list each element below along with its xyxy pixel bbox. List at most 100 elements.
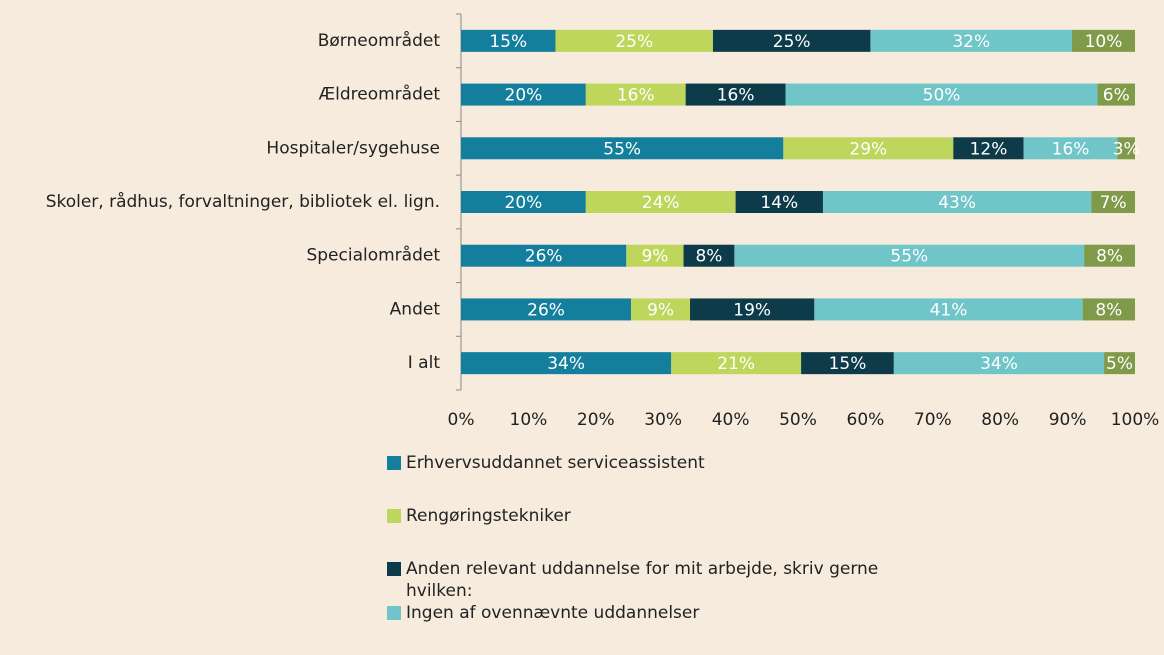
bar-segment	[461, 352, 672, 375]
bar-segment	[1072, 29, 1135, 52]
data-label: 19%	[733, 300, 771, 320]
bar-segment	[1082, 298, 1135, 321]
y-tick-label: I alt	[408, 353, 441, 373]
legend-label: Anden relevant uddannelse for mit arbejd…	[406, 559, 879, 601]
bar-segment	[783, 137, 954, 160]
data-label: 43%	[938, 193, 976, 213]
legend-swatch	[387, 606, 401, 620]
data-label: 9%	[641, 247, 668, 267]
bar-segment	[585, 83, 686, 106]
legend: Erhvervsuddannet serviceassistent Rengøri…	[387, 452, 927, 655]
data-label: 15%	[829, 354, 867, 374]
data-label: 24%	[642, 193, 680, 213]
data-label: 21%	[717, 354, 755, 374]
bar-segment	[461, 29, 556, 52]
bar-segment	[461, 298, 632, 321]
data-label: 34%	[547, 354, 585, 374]
data-label: 10%	[1085, 32, 1123, 52]
bar-segment	[1091, 191, 1135, 213]
data-label: 8%	[1095, 300, 1122, 320]
x-tick-label: 80%	[981, 410, 1019, 430]
bar-segment	[461, 137, 784, 160]
bar-segment	[555, 29, 713, 52]
bar-segment	[1104, 352, 1135, 375]
page: 0% 10% 20% 30% 40% 50% 60% 70% 80% 90% 100% Børneom…	[45, 13, 1160, 623]
legend-label: Rengøringstekniker	[406, 506, 571, 526]
bar-segment	[1023, 137, 1118, 160]
y-tick-label: Skoler, rådhus, forvaltninger, bibliotek…	[46, 191, 440, 212]
data-label: 25%	[615, 32, 653, 52]
data-label: 9%	[647, 300, 674, 320]
x-tick-label: 10%	[510, 410, 548, 430]
data-label: 20%	[505, 193, 543, 213]
data-label: 14%	[760, 193, 798, 213]
data-label: 26%	[527, 300, 565, 320]
x-tick-label: 100%	[1111, 410, 1160, 430]
data-label: 55%	[603, 139, 641, 159]
legend-swatch	[387, 562, 401, 576]
y-tick-label: Børneområdet	[318, 30, 441, 51]
legend-item: Rengøringstekniker	[387, 505, 927, 527]
bar-segment	[712, 29, 871, 52]
data-label: 8%	[1096, 247, 1123, 267]
data-label: 6%	[1103, 86, 1130, 106]
data-label: 32%	[952, 32, 990, 52]
y-tick-label: Specialområdet	[306, 245, 440, 266]
bar-segment	[631, 298, 691, 321]
legend-swatch	[387, 456, 401, 470]
legend-item: Anden relevant uddannelse for mit arbejd…	[387, 558, 927, 602]
bar-segment	[626, 244, 684, 267]
data-label: 16%	[717, 86, 755, 106]
bar-segment	[822, 191, 1092, 213]
x-tick-label: 20%	[577, 410, 615, 430]
bar-segment	[461, 191, 586, 213]
data-label: 16%	[617, 86, 655, 106]
data-label: 3%	[1113, 139, 1140, 159]
bar-segment	[801, 352, 894, 375]
x-tick-label: 40%	[712, 410, 750, 430]
bar-segment	[685, 83, 786, 106]
chart: 0% 10% 20% 30% 40% 50% 60% 70% 80% 90% 100% Børneom…	[46, 13, 1160, 430]
data-label: 20%	[505, 86, 543, 106]
data-label: 41%	[930, 300, 968, 320]
bar-segment	[461, 244, 627, 267]
data-label: 5%	[1106, 354, 1133, 374]
x-tick-label: 50%	[779, 410, 817, 430]
bar-segment	[690, 298, 815, 321]
legend-item: Ingen af ovennævnte uddannelser	[387, 602, 927, 624]
x-tick-label: 30%	[644, 410, 682, 430]
bar-segment	[734, 244, 1085, 267]
bar-segment	[1117, 137, 1135, 160]
data-label: 25%	[773, 32, 811, 52]
x-tick-label: 0%	[448, 410, 475, 430]
bar-segment	[1097, 83, 1135, 106]
y-tick-label: Hospitaler/sygehuse	[266, 138, 440, 158]
data-label: 50%	[923, 86, 961, 106]
x-tick-label: 90%	[1049, 410, 1087, 430]
bar-segment	[1084, 244, 1135, 267]
bar-segment	[870, 29, 1073, 52]
data-label: 29%	[849, 139, 887, 159]
legend-swatch	[387, 509, 401, 523]
bar-segment	[735, 191, 823, 213]
data-label: 34%	[980, 354, 1018, 374]
data-label: 8%	[695, 247, 722, 267]
data-label: 55%	[890, 247, 928, 267]
x-tick-label: 60%	[847, 410, 885, 430]
legend-item: Erhvervsuddannet serviceassistent	[387, 452, 927, 474]
data-label: 7%	[1100, 193, 1127, 213]
data-label: 12%	[970, 139, 1008, 159]
legend-label: Erhvervsuddannet serviceassistent	[406, 453, 705, 473]
bar-segment	[814, 298, 1083, 321]
bar-segment	[461, 83, 586, 106]
bar-segment	[585, 191, 736, 213]
bar-segment	[893, 352, 1105, 375]
x-tick-label: 70%	[914, 410, 952, 430]
legend-label: Ingen af ovennævnte uddannelser	[406, 603, 700, 623]
y-tick-label: Ældreområdet	[319, 84, 441, 105]
bar-segment	[785, 83, 1098, 106]
data-label: 16%	[1052, 139, 1090, 159]
y-tick-label: Andet	[390, 299, 441, 319]
data-label: 26%	[525, 247, 563, 267]
bar-segment	[683, 244, 735, 267]
